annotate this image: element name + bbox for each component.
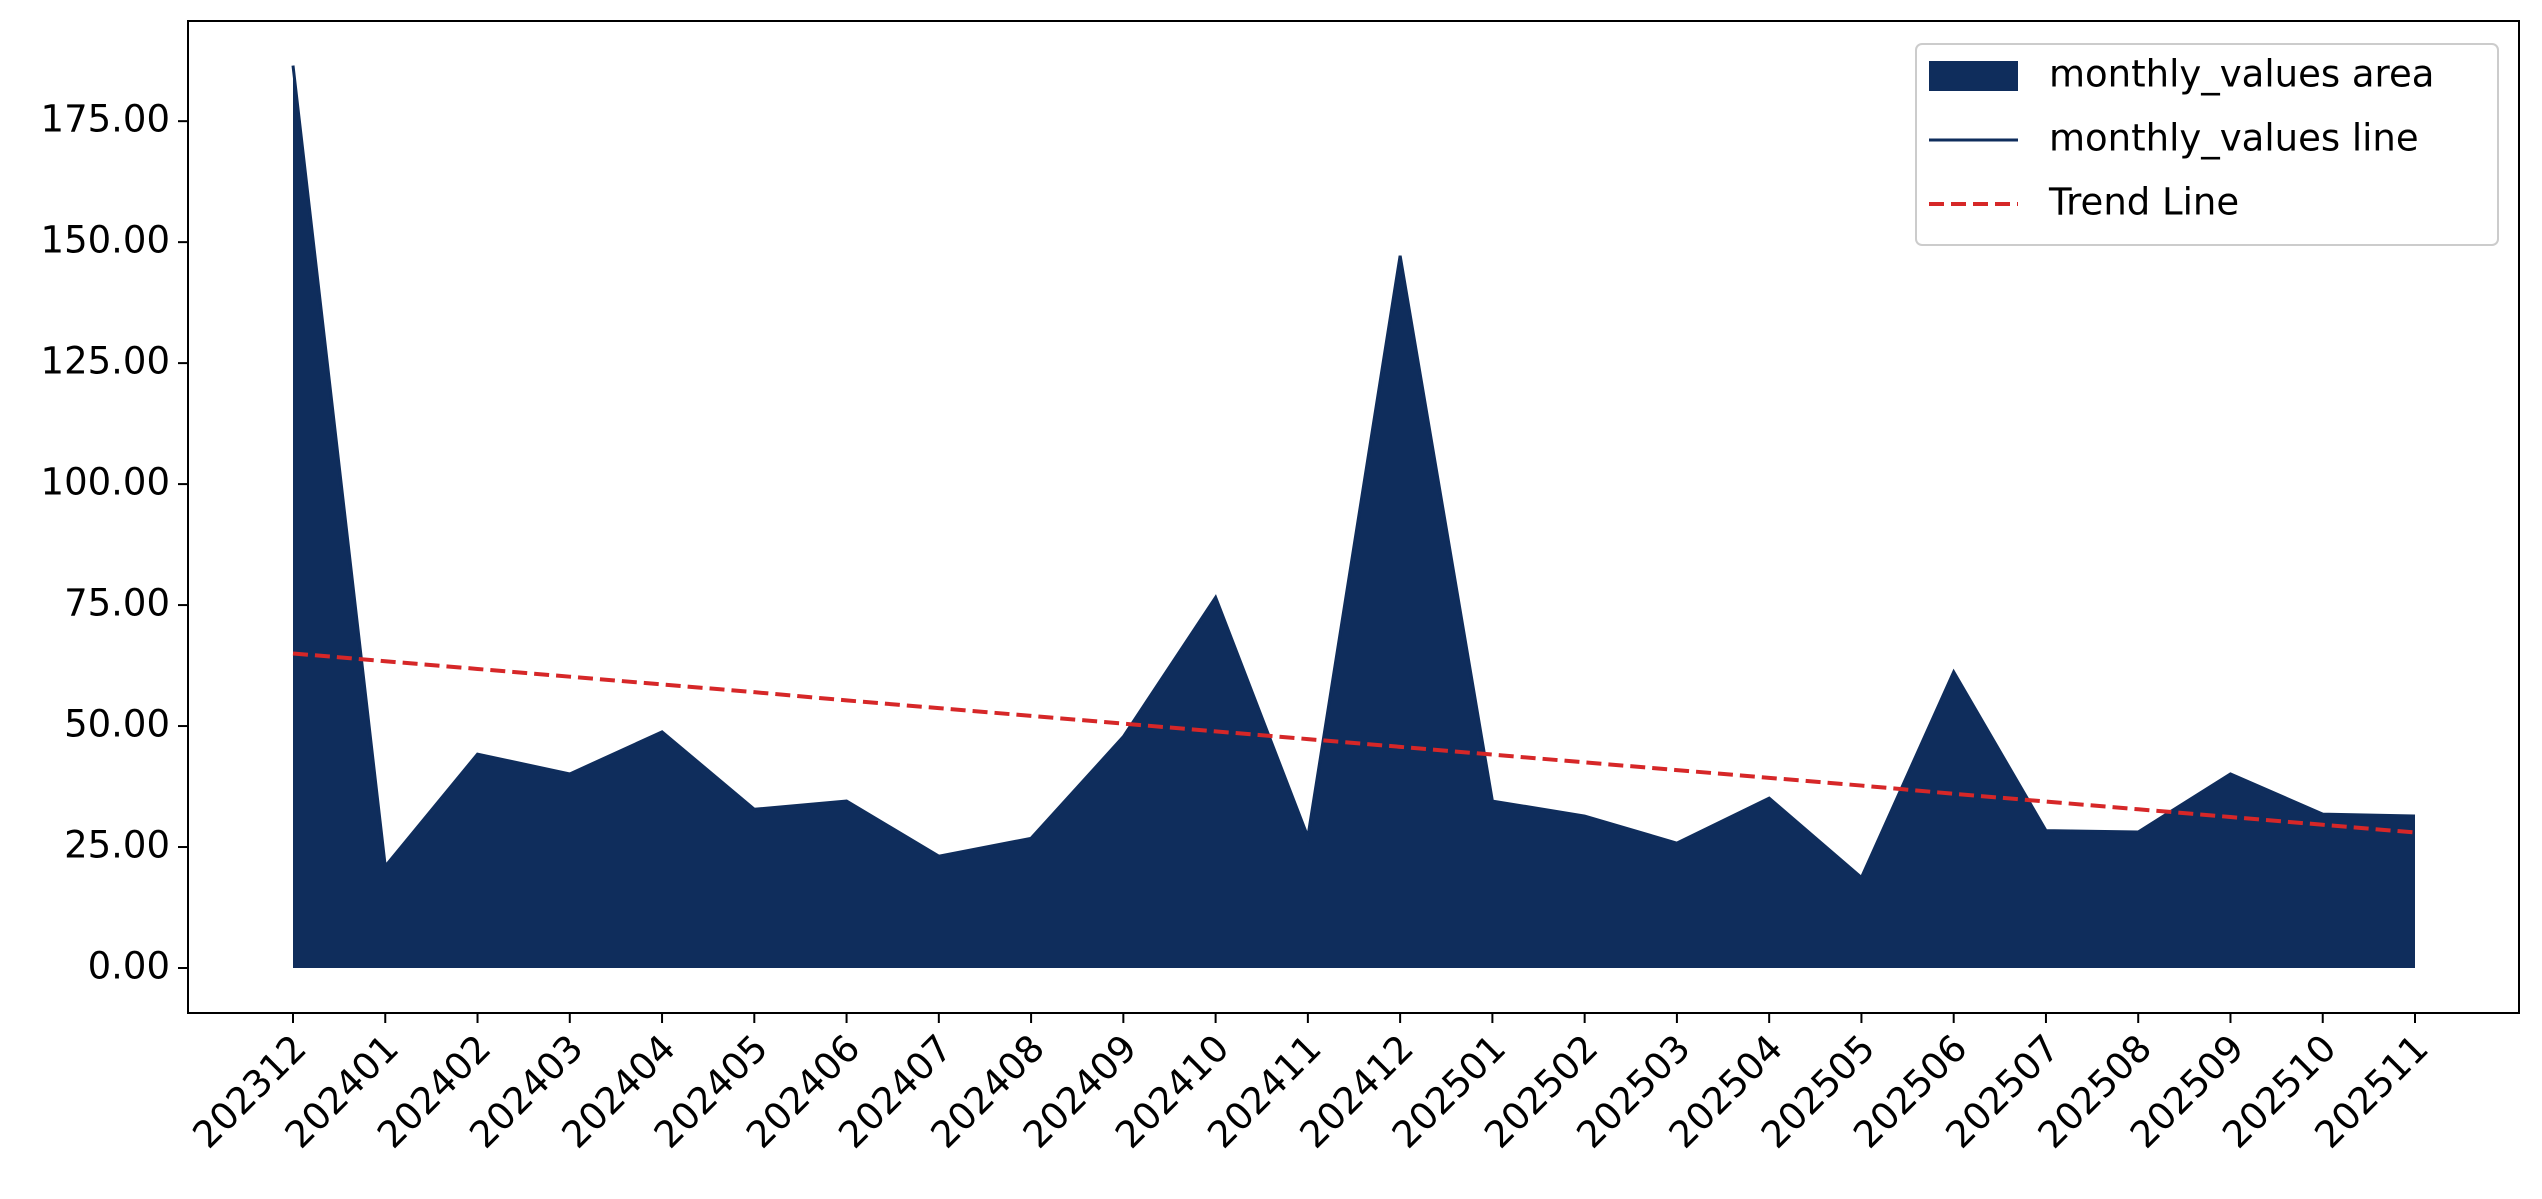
legend-label: monthly_values area <box>2049 53 2434 96</box>
legend-label: Trend Line <box>2048 181 2239 224</box>
line <box>291 65 2416 880</box>
y-tick-label: 100.00 <box>41 461 170 504</box>
plot-frame <box>187 20 2520 1014</box>
y-tick-label: 125.00 <box>41 340 170 383</box>
y-tick-label: 50.00 <box>64 703 170 746</box>
legend: monthly_values area monthly_values line Tr… <box>1915 43 2499 246</box>
legend-swatch <box>1929 61 2018 91</box>
area <box>293 65 2415 968</box>
legend-label: monthly_values line <box>2049 117 2419 160</box>
y-tick-label: 0.00 <box>88 944 170 987</box>
y-tick-label: 75.00 <box>64 582 170 625</box>
y-tick-label: 25.00 <box>64 824 170 867</box>
plot-area <box>291 65 2416 968</box>
y-tick-label: 175.00 <box>41 98 170 141</box>
y-tick-label: 150.00 <box>41 219 170 262</box>
legend-box <box>1915 43 2499 246</box>
trend-line <box>292 651 2416 835</box>
